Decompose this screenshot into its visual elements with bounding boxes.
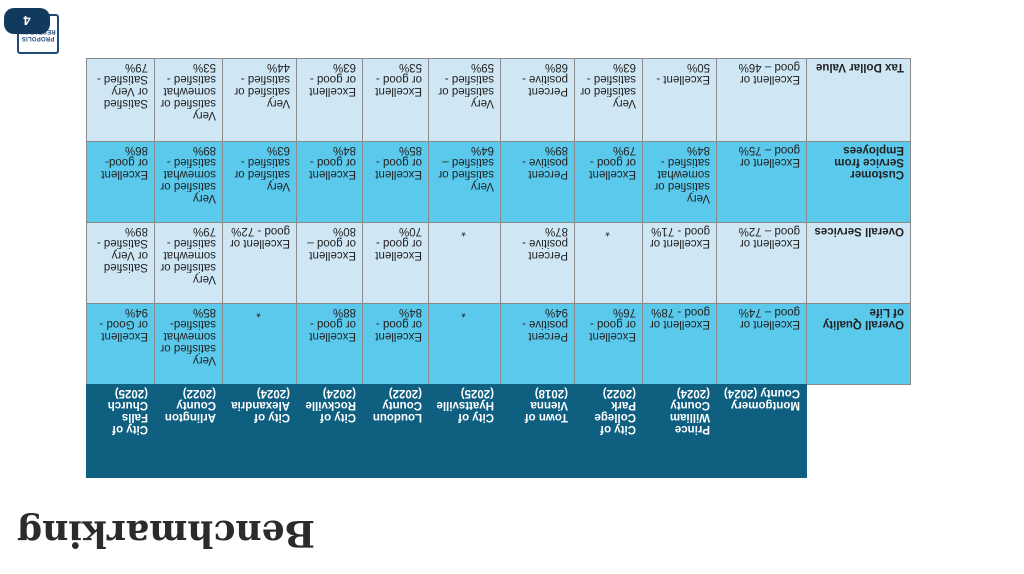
table-cell: Very satisfied or satisfied - 44% <box>222 58 297 142</box>
row-label: Overall Quality of Life <box>806 303 911 385</box>
table-row: Customer Service from Employees Excellent… <box>86 141 911 223</box>
table-cell: Satisfied or Very Satisfied - 89% <box>86 222 155 304</box>
table-cell: Percent positive - 87% <box>500 222 575 304</box>
column-header: Arlington County (2022) <box>154 384 223 478</box>
table-cell: * <box>222 303 297 385</box>
table-cell: Very satisfied or somewhat satisfied - 5… <box>154 58 223 142</box>
column-header: City of Falls Church (2025) <box>86 384 155 478</box>
table-cell: Excellent or good - 84% <box>362 303 429 385</box>
table-cell: Excellent or good - 85% <box>362 141 429 223</box>
table-cell: Excellent or good - 76% <box>574 303 643 385</box>
table-cell: Excellent or good - 79% <box>574 141 643 223</box>
table-cell: Excellent or good – 80% <box>296 222 363 304</box>
table-cell: Excellent or good - 72% <box>222 222 297 304</box>
table-cell: Excellent or good – 72% <box>716 222 807 304</box>
table-cell: Excellent or good - 88% <box>296 303 363 385</box>
slide-title: Benchmarking <box>17 512 315 554</box>
table-cell: Very satisfied or somewhat satisfied - 7… <box>154 222 223 304</box>
table-cell: Percent positive - 68% <box>500 58 575 142</box>
table-cell: Percent positive - 89% <box>500 141 575 223</box>
row-label: Customer Service from Employees <box>806 141 911 223</box>
table-cell: Very satisfied or somewhat satisfied - 8… <box>642 141 717 223</box>
column-header: Prince William County (2024) <box>642 384 717 478</box>
column-header: Loudoun County (2022) <box>362 384 429 478</box>
table-cell: * <box>428 303 501 385</box>
table-cell: Excellent or good - 78% <box>642 303 717 385</box>
table-cell: Excellent or good - 70% <box>362 222 429 304</box>
table-cell: Excellent or good - 53% <box>362 58 429 142</box>
benchmark-table: Montgomery County (2024) Prince William C… <box>86 58 911 478</box>
table-cell: * <box>574 222 643 304</box>
table-cell: Satisfied or Very Satisfied - 79% <box>86 58 155 142</box>
table-row: Overall Services Excellent or good – 72% E… <box>86 222 911 304</box>
table-cell: Very satisfied or somewhat satisfied - 8… <box>154 141 223 223</box>
table-cell: Excellent or good- 86% <box>86 141 155 223</box>
logo-text-line-1: PROPOLIS <box>21 35 55 41</box>
table-cell: Excellent - 50% <box>642 58 717 142</box>
table-cell: Excellent or good - 84% <box>296 141 363 223</box>
table-cell: Excellent or good – 75% <box>716 141 807 223</box>
column-header: Montgomery County (2024) <box>716 384 807 478</box>
table-row: Tax Dollar Value Excellent or good – 46% E… <box>86 58 911 142</box>
row-label: Tax Dollar Value <box>806 58 911 142</box>
table-cell: Very satisfied or satisfied - 59% <box>428 58 501 142</box>
column-header: City of College Park (2022) <box>574 384 643 478</box>
table-cell: Very satisfied or satisfied - 63% <box>222 141 297 223</box>
column-header: City of Hyattsville (2025) <box>428 384 501 478</box>
table-cell: Excellent or good - 71% <box>642 222 717 304</box>
page-number-badge: 4 <box>4 8 50 34</box>
table-row: Overall Quality of Life Excellent or good… <box>86 303 911 385</box>
table-cell: Excellent or good – 74% <box>716 303 807 385</box>
table-cell: Excellent or Good - 94% <box>86 303 155 385</box>
column-header: City of Rockville (2024) <box>296 384 363 478</box>
row-label: Overall Services <box>806 222 911 304</box>
table-header-row: Montgomery County (2024) Prince William C… <box>86 384 911 478</box>
table-cell: Very satisfied or satisfied - 63% <box>574 58 643 142</box>
table-cell: Excellent or good – 46% <box>716 58 807 142</box>
table-cell: Very satisfied or satisfied – 64% <box>428 141 501 223</box>
column-header: Town of Vienna (2018) <box>500 384 575 478</box>
header-corner <box>806 384 911 478</box>
table-cell: * <box>428 222 501 304</box>
column-header: City of Alexandria (2024) <box>222 384 297 478</box>
table-cell: Percent positive - 94% <box>500 303 575 385</box>
table-cell: Very satisfied or somewhat satisfied- 85… <box>154 303 223 385</box>
table-cell: Excellent or good - 63% <box>296 58 363 142</box>
